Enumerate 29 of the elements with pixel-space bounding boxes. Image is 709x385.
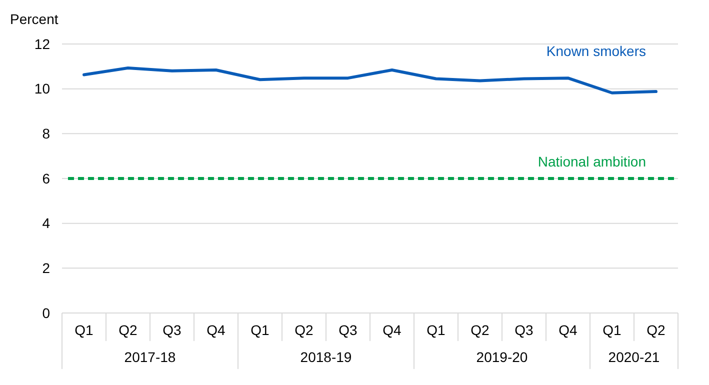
y-tick-label: 10 xyxy=(34,80,50,97)
y-tick-label: 12 xyxy=(34,36,50,52)
x-tick-label: Q3 xyxy=(514,322,534,338)
x-tick-label: Q1 xyxy=(602,322,622,338)
x-tick-label: Q1 xyxy=(74,322,94,338)
y-tick-label: 0 xyxy=(42,304,50,321)
x-tick-label: Q2 xyxy=(118,322,138,338)
text: 2017-18 xyxy=(124,349,176,365)
x-tick-label: Q2 xyxy=(646,322,666,338)
y-tick-label: 4 xyxy=(42,215,50,232)
y-axis-title: Percent xyxy=(10,11,58,27)
y-tick-label: 2 xyxy=(42,260,50,276)
y-tick-label: 6 xyxy=(42,170,50,186)
x-tick-label: Q4 xyxy=(206,322,226,338)
x-tick-label: Q4 xyxy=(382,322,402,338)
text: 2020-21 xyxy=(608,349,660,365)
x-tick-label: Q2 xyxy=(294,322,314,338)
x-tick-label: Q4 xyxy=(558,322,578,338)
ref-line-label: National ambition xyxy=(538,154,646,170)
x-tick-label: Q2 xyxy=(470,322,490,338)
x-tick-label: Q3 xyxy=(162,322,182,338)
x-tick-label: Q1 xyxy=(426,322,446,338)
series-label: Known smokers xyxy=(546,42,646,59)
line-series xyxy=(82,66,658,94)
x-tick-label: Q1 xyxy=(250,322,270,338)
text: 2018-19 xyxy=(300,349,352,365)
text: 2019-20 xyxy=(476,349,528,365)
x-tick-label: Q3 xyxy=(338,322,358,338)
y-tick-label: 8 xyxy=(42,126,50,142)
